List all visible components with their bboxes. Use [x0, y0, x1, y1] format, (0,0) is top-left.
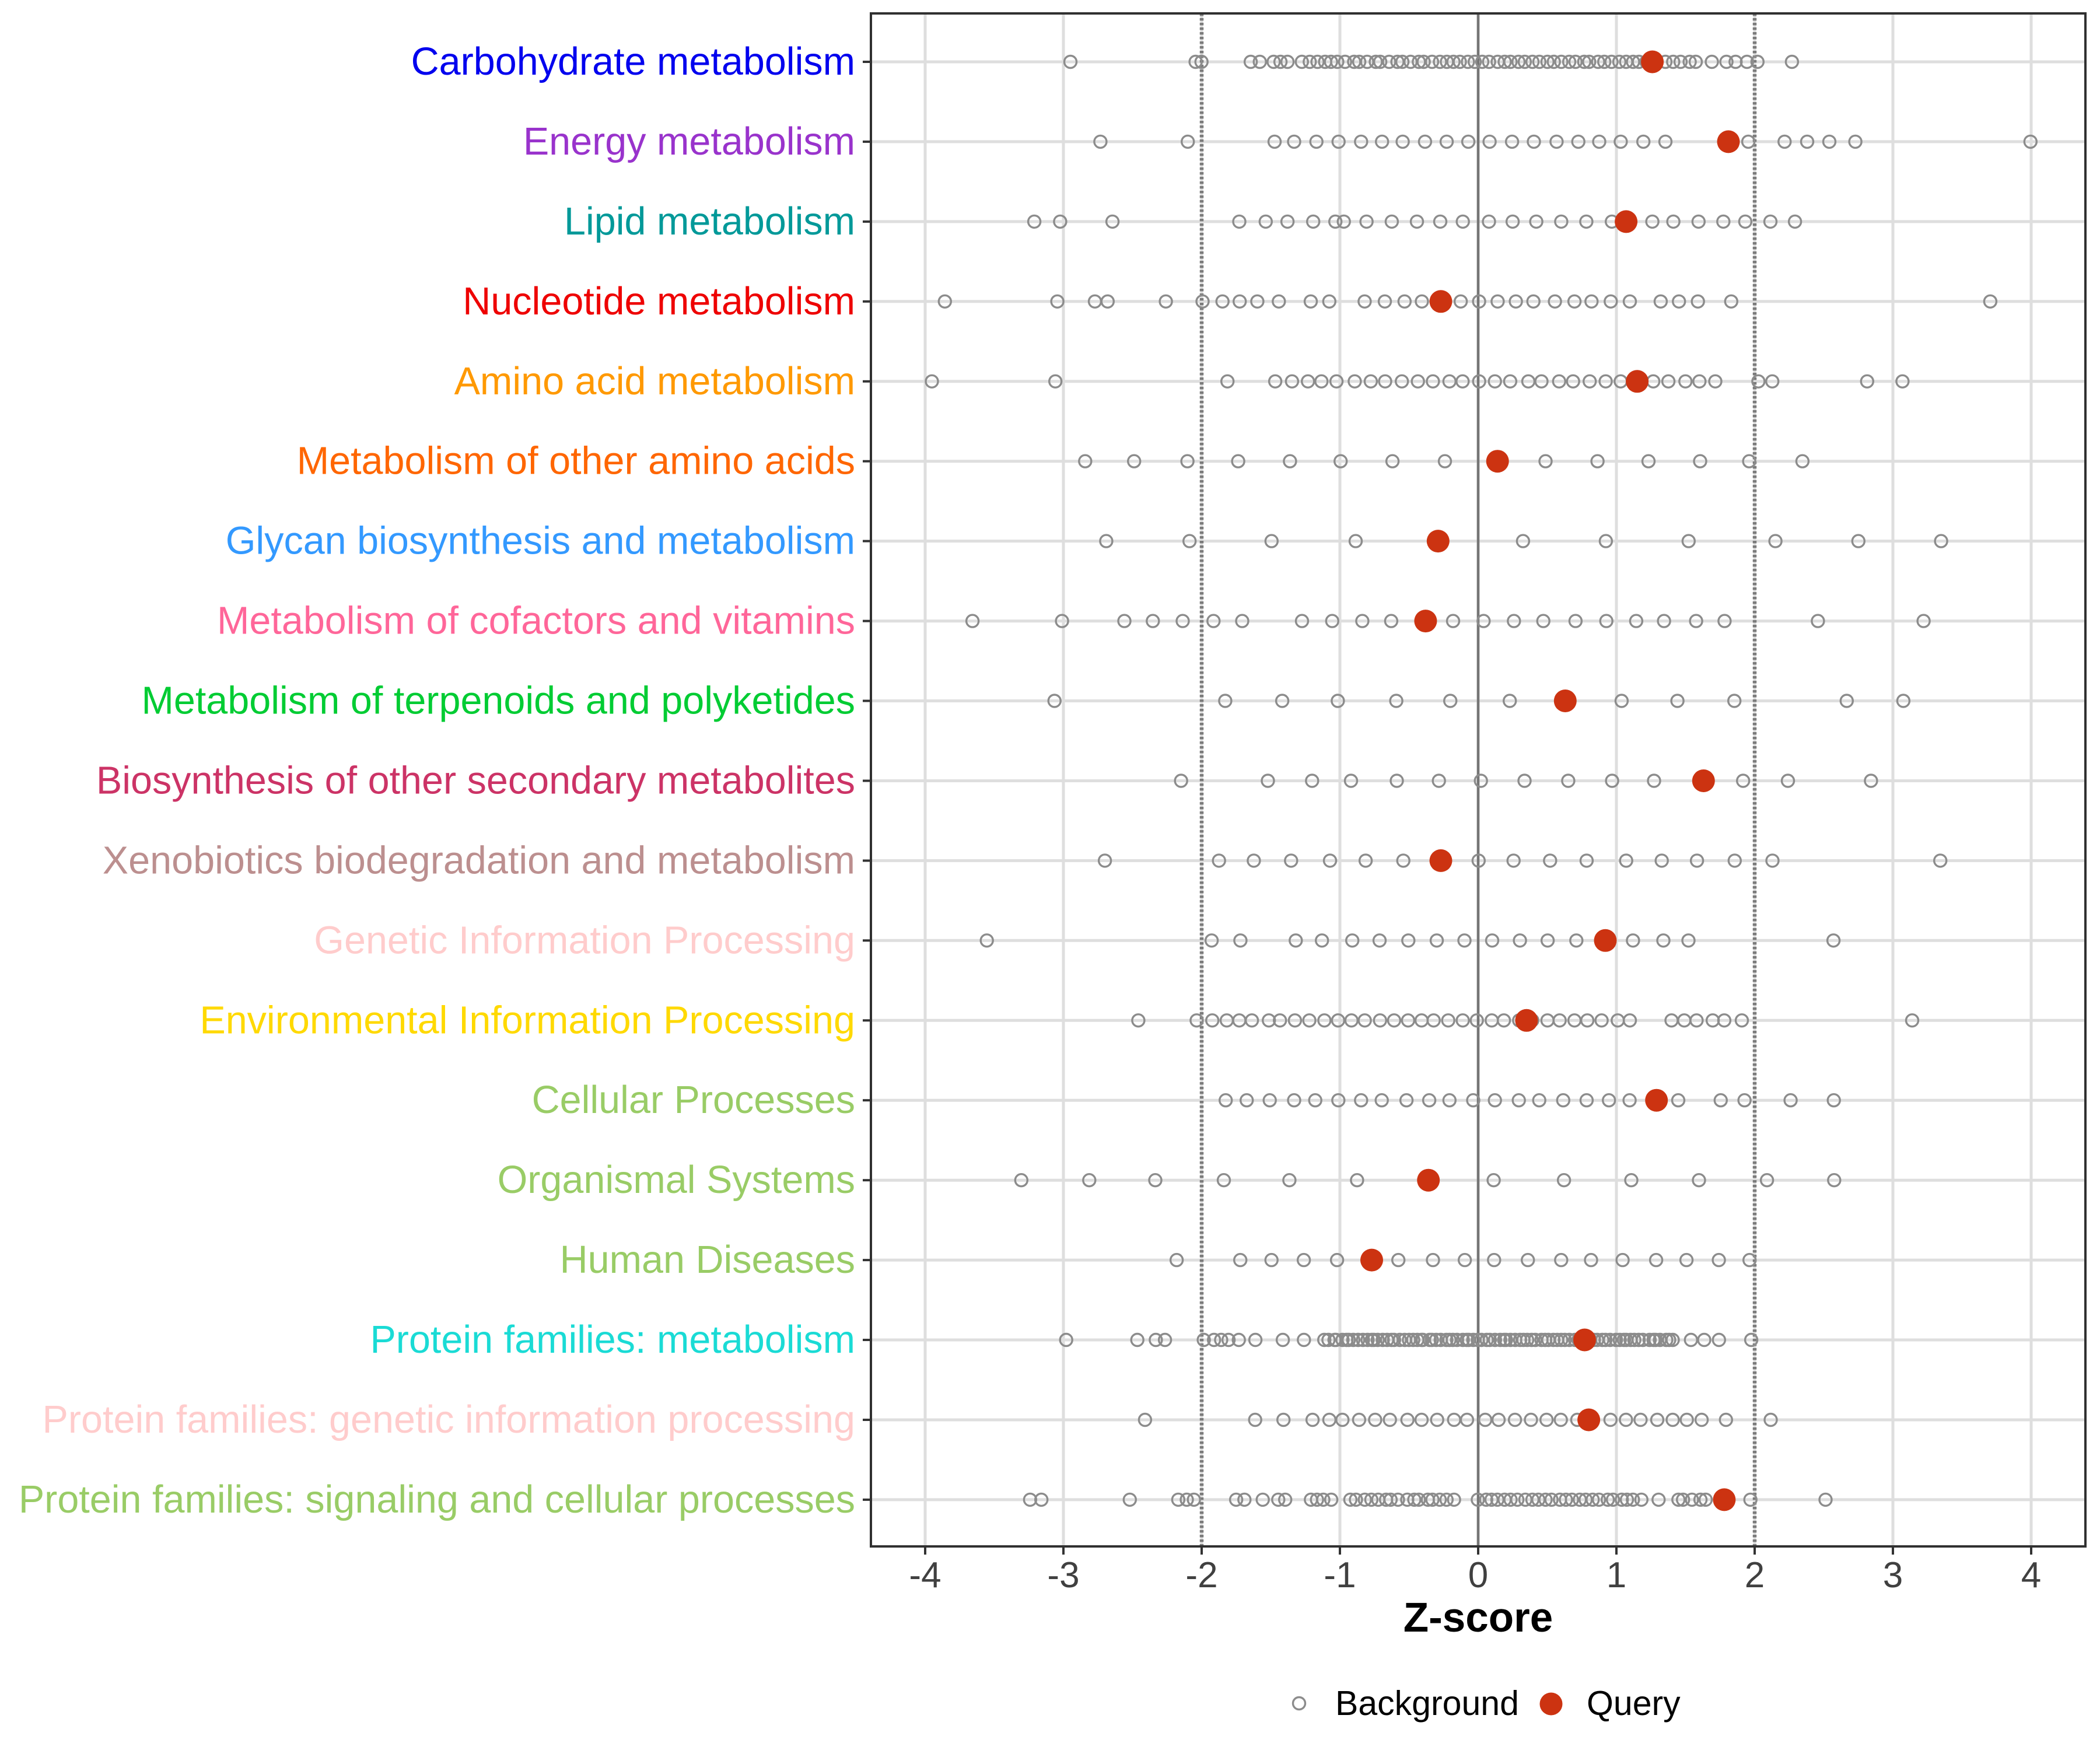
svg-text:Query: Query [1587, 1684, 1681, 1723]
svg-text:Environmental Information Proc: Environmental Information Processing [200, 999, 855, 1042]
svg-text:Glycan biosynthesis and metabo: Glycan biosynthesis and metabolism [226, 520, 855, 563]
svg-text:Protein families: metabolism: Protein families: metabolism [370, 1318, 855, 1362]
svg-text:Cellular Processes: Cellular Processes [532, 1079, 855, 1122]
svg-text:-4: -4 [909, 1555, 941, 1595]
svg-text:Background: Background [1335, 1684, 1519, 1723]
svg-text:Nucleotide metabolism: Nucleotide metabolism [463, 280, 855, 323]
svg-text:Organismal Systems: Organismal Systems [498, 1158, 855, 1202]
svg-text:-1: -1 [1324, 1555, 1356, 1595]
svg-text:-2: -2 [1185, 1555, 1217, 1595]
svg-text:Biosynthesis of other secondar: Biosynthesis of other secondary metaboli… [96, 760, 855, 803]
svg-text:Energy metabolism: Energy metabolism [523, 120, 855, 163]
svg-text:Protein families: genetic info: Protein families: genetic information pr… [43, 1398, 855, 1441]
svg-text:Carbohydrate metabolism: Carbohydrate metabolism [411, 40, 855, 83]
svg-text:-3: -3 [1047, 1555, 1079, 1595]
svg-text:Xenobiotics biodegradation and: Xenobiotics biodegradation and metabolis… [103, 839, 855, 882]
svg-text:Metabolism of other amino acid: Metabolism of other amino acids [297, 440, 855, 483]
svg-text:Protein families: signaling an: Protein families: signaling and cellular… [19, 1478, 855, 1521]
svg-text:Genetic Information Processing: Genetic Information Processing [314, 919, 855, 962]
svg-text:Human Diseases: Human Diseases [560, 1238, 855, 1282]
svg-text:4: 4 [2021, 1555, 2041, 1595]
svg-text:Amino acid metabolism: Amino acid metabolism [454, 360, 855, 403]
svg-text:2: 2 [1745, 1555, 1765, 1595]
svg-text:0: 0 [1468, 1555, 1488, 1595]
svg-text:Metabolism of terpenoids and p: Metabolism of terpenoids and polyketides [141, 680, 855, 723]
svg-text:Metabolism of cofactors and vi: Metabolism of cofactors and vitamins [217, 600, 855, 643]
svg-text:3: 3 [1883, 1555, 1903, 1595]
svg-text:1: 1 [1606, 1555, 1626, 1595]
svg-text:Lipid metabolism: Lipid metabolism [564, 200, 855, 243]
svg-text:Z-score: Z-score [1404, 1595, 1553, 1641]
